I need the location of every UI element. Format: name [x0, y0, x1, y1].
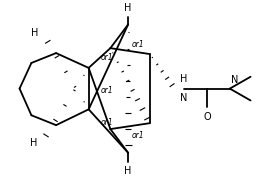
Text: or1: or1: [132, 40, 145, 49]
Text: N: N: [180, 93, 187, 103]
Text: O: O: [203, 112, 211, 122]
Text: H: H: [125, 3, 132, 13]
Text: or1: or1: [132, 130, 145, 140]
Text: H: H: [125, 166, 132, 176]
Text: H: H: [31, 28, 38, 38]
Text: H: H: [30, 138, 37, 148]
Text: or1: or1: [101, 86, 113, 95]
Text: or1: or1: [101, 53, 113, 62]
Text: H: H: [180, 74, 187, 84]
Text: N: N: [231, 75, 238, 85]
Text: or1: or1: [101, 118, 113, 127]
